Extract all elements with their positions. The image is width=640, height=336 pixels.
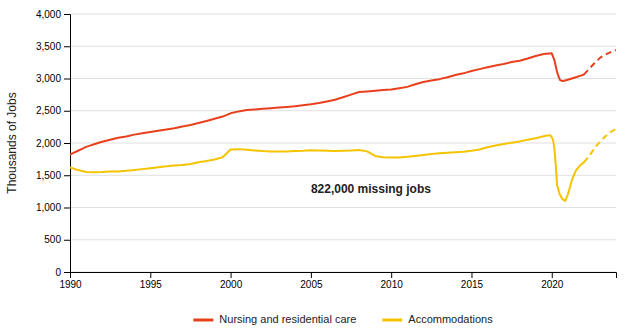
series-line bbox=[584, 50, 616, 75]
x-tick-mark bbox=[391, 272, 392, 278]
y-tick-mark bbox=[64, 46, 70, 47]
y-tick-mark bbox=[64, 208, 70, 209]
series-line bbox=[70, 53, 584, 154]
x-axis-line bbox=[71, 273, 617, 279]
x-tick-label: 1995 bbox=[140, 279, 163, 290]
x-axis: 1990 1995 2000 2005 2010 2015 2020 bbox=[59, 272, 616, 290]
y-tick: 4,000 bbox=[36, 9, 70, 20]
x-tick: 1990 bbox=[59, 272, 82, 290]
legend-swatch bbox=[382, 319, 402, 322]
x-tick-label: 1990 bbox=[59, 279, 82, 290]
x-tick: 2005 bbox=[300, 272, 323, 290]
x-tick: 2015 bbox=[461, 272, 484, 290]
x-tick-mark bbox=[552, 272, 553, 278]
y-tick-label: 3,500 bbox=[36, 41, 61, 52]
grid-line bbox=[70, 239, 616, 240]
grid-line bbox=[70, 207, 616, 208]
x-tick-label: 2000 bbox=[220, 279, 243, 290]
chart: 1990 1995 2000 2005 2010 2015 2020 0 500 1,000 1,5… bbox=[0, 0, 640, 336]
y-tick-mark bbox=[64, 240, 70, 241]
y-tick-label: 0 bbox=[55, 267, 61, 278]
x-tick: 2010 bbox=[381, 272, 404, 290]
y-tick: 0 bbox=[55, 267, 70, 278]
y-axis: 0 500 1,000 1,500 2,000 2,500 3,000 3,500 4,000 bbox=[36, 9, 71, 278]
y-tick-mark bbox=[64, 272, 70, 273]
y-tick: 1,000 bbox=[36, 202, 70, 213]
y-tick: 1,500 bbox=[36, 170, 70, 181]
series-line bbox=[584, 129, 616, 163]
y-tick-label: 1,000 bbox=[36, 202, 61, 213]
grid-line bbox=[70, 46, 616, 47]
y-tick-mark bbox=[64, 111, 70, 112]
y-tick: 2,000 bbox=[36, 138, 70, 149]
legend-label: Accommodations bbox=[408, 313, 493, 325]
y-tick-mark bbox=[64, 143, 70, 144]
x-tick: 2000 bbox=[220, 272, 243, 290]
y-axis-line bbox=[64, 15, 71, 273]
legend: Nursing and residential care Accommodatio… bbox=[193, 313, 493, 325]
legend-swatch bbox=[193, 319, 213, 322]
y-tick-mark bbox=[64, 14, 70, 15]
grid bbox=[70, 14, 616, 272]
grid-line bbox=[70, 143, 616, 144]
series-line bbox=[70, 135, 584, 201]
y-tick: 2,500 bbox=[36, 105, 70, 116]
y-tick-mark bbox=[64, 175, 70, 176]
y-axis-title: Thousands of Jobs bbox=[5, 92, 19, 193]
y-tick-label: 2,000 bbox=[36, 138, 61, 149]
y-tick: 500 bbox=[44, 234, 70, 245]
grid-line bbox=[70, 78, 616, 79]
annotation: 822,000 missing jobs bbox=[311, 182, 431, 196]
legend-label: Nursing and residential care bbox=[219, 313, 356, 325]
grid-line bbox=[70, 110, 616, 111]
y-tick-label: 4,000 bbox=[36, 9, 61, 20]
grid-line bbox=[70, 14, 616, 15]
x-tick: 2020 bbox=[541, 272, 564, 290]
plot-area: 1990 1995 2000 2005 2010 2015 2020 0 500 1,000 1,5… bbox=[5, 9, 617, 290]
x-tick-mark bbox=[231, 272, 232, 278]
y-tick-label: 3,000 bbox=[36, 73, 61, 84]
y-tick-label: 500 bbox=[44, 234, 61, 245]
y-tick: 3,500 bbox=[36, 41, 70, 52]
lines bbox=[70, 50, 616, 201]
y-tick-label: 1,500 bbox=[36, 170, 61, 181]
legend-item: Nursing and residential care bbox=[193, 313, 356, 325]
x-tick-mark bbox=[311, 272, 312, 278]
y-tick-label: 2,500 bbox=[36, 105, 61, 116]
x-tick-label: 2005 bbox=[300, 279, 323, 290]
x-tick-mark bbox=[471, 272, 472, 278]
y-tick: 3,000 bbox=[36, 73, 70, 84]
x-tick-label: 2020 bbox=[541, 279, 564, 290]
x-tick-label: 2015 bbox=[461, 279, 484, 290]
y-tick-mark bbox=[64, 79, 70, 80]
legend-item: Accommodations bbox=[382, 313, 493, 325]
x-tick-label: 2010 bbox=[381, 279, 404, 290]
x-tick: 1995 bbox=[140, 272, 163, 290]
grid-line bbox=[70, 175, 616, 176]
x-tick-mark bbox=[150, 272, 151, 278]
